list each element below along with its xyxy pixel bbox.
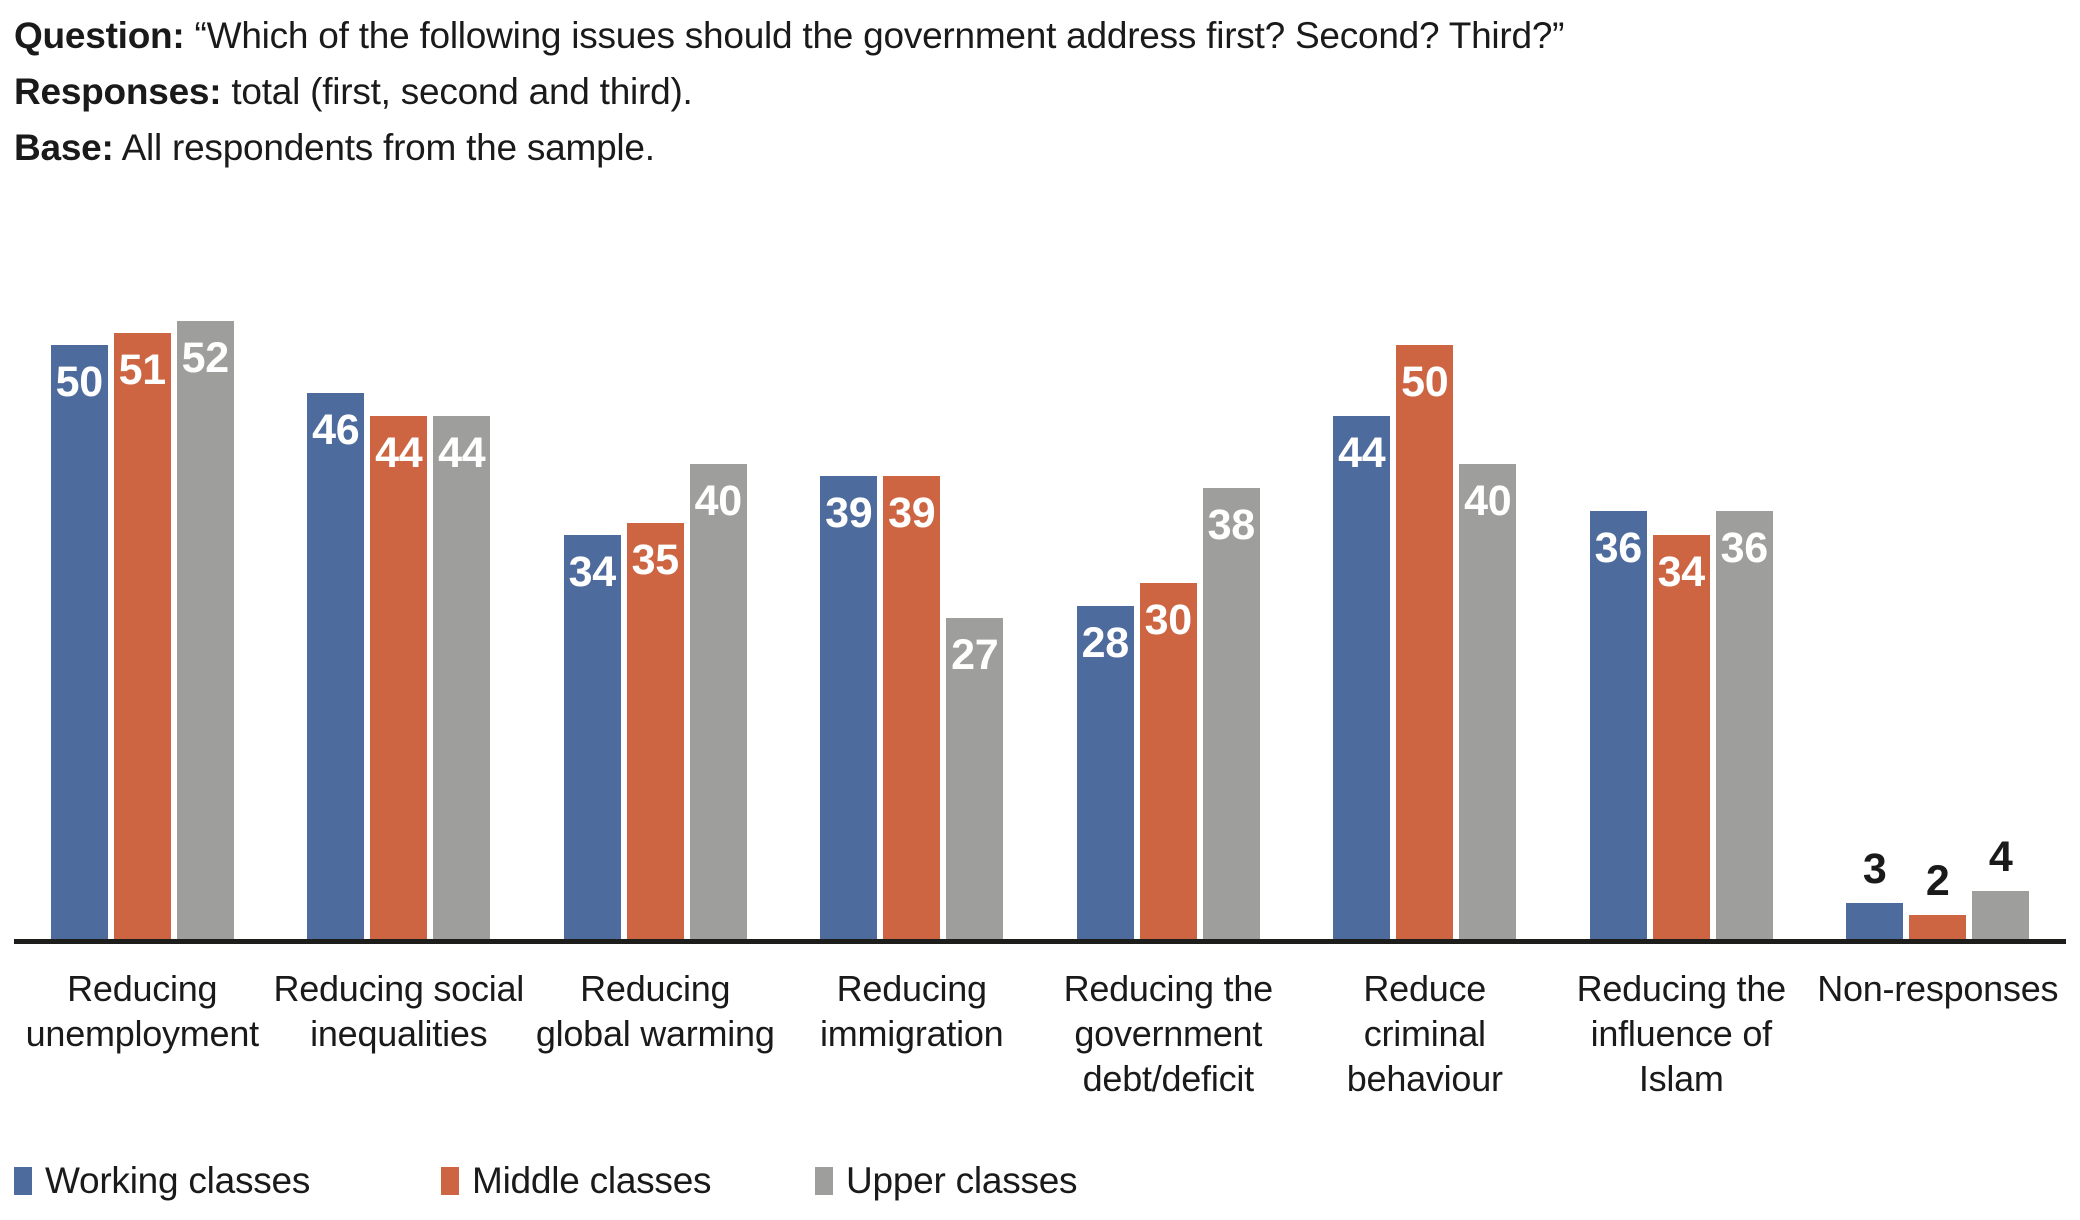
bar-middle-classes-0: 51 bbox=[113, 333, 171, 939]
value-label: 46 bbox=[312, 405, 360, 454]
bar-working-classes-1: 46 bbox=[307, 392, 365, 939]
bar-working-classes-5: 44 bbox=[1333, 416, 1391, 939]
plot-area: 50 51 52 46 44 44 34 35 40 39 39 27 28 30 38 44 50 40 36 34… bbox=[14, 0, 2066, 1220]
bar-upper-classes-2: 40 bbox=[689, 463, 747, 939]
bar-upper-classes-6: 36 bbox=[1715, 511, 1773, 939]
x-axis-label-7: Non-responses bbox=[1817, 968, 2059, 1009]
chart-header: Question: “Which of the following issues… bbox=[14, 8, 1564, 176]
bar-middle-classes-4: 30 bbox=[1139, 582, 1197, 939]
value-label: 28 bbox=[1081, 619, 1130, 668]
x-axis-label-3: Reducing immigration bbox=[820, 968, 1004, 1054]
bar-group-reducing-the-4: 28 30 38 bbox=[1040, 487, 1297, 939]
value-label: 34 bbox=[1657, 548, 1706, 597]
bar-upper-classes-7: 4 bbox=[1972, 833, 2030, 939]
value-label: 36 bbox=[1594, 524, 1643, 573]
header-responses-text: total (first, second and third). bbox=[221, 71, 693, 112]
header-line-question: Question: “Which of the following issues… bbox=[14, 8, 1564, 64]
header-line-responses: Responses: total (first, second and thir… bbox=[14, 64, 1564, 120]
bar-working-classes-3: 39 bbox=[820, 475, 878, 939]
bar-working-classes-6: 36 bbox=[1589, 511, 1647, 939]
header-question-text: “Which of the following issues should th… bbox=[184, 15, 1565, 56]
bar-upper-classes-4: 38 bbox=[1202, 487, 1260, 939]
bar-upper-classes-5: 40 bbox=[1459, 463, 1517, 939]
x-axis-label-5: Reduce criminal behaviour bbox=[1346, 968, 1503, 1099]
x-axis-line bbox=[14, 939, 2066, 944]
value-label: 4 bbox=[1988, 833, 2013, 882]
bar-upper-classes-1: 44 bbox=[433, 416, 491, 939]
x-axis-label-2: Reducing global warming bbox=[535, 968, 775, 1054]
bar-middle-classes-3: 39 bbox=[883, 475, 941, 939]
value-label: 50 bbox=[55, 358, 104, 406]
bar-middle-classes-6: 34 bbox=[1652, 535, 1710, 939]
value-label: 40 bbox=[1464, 476, 1512, 525]
header-base-text: All respondents from the sample. bbox=[113, 127, 655, 168]
value-label: 51 bbox=[118, 346, 167, 395]
value-label: 38 bbox=[1207, 500, 1256, 549]
value-label: 50 bbox=[1401, 358, 1449, 406]
value-label: 52 bbox=[181, 334, 230, 383]
value-label: 36 bbox=[1720, 524, 1769, 573]
bar-upper-classes-3: 27 bbox=[946, 618, 1004, 939]
bar-middle-classes-1: 44 bbox=[370, 416, 428, 939]
bar-group-reducing-social-1: 46 44 44 bbox=[271, 392, 528, 939]
bar-working-classes-4: 28 bbox=[1076, 606, 1134, 939]
bar-group-reduce-5: 44 50 40 bbox=[1297, 345, 1554, 939]
header-responses-label: Responses: bbox=[14, 71, 222, 112]
bar-middle-classes-7: 2 bbox=[1909, 857, 1967, 939]
x-axis-labels: Reducing unemployment Reducing social ine… bbox=[14, 966, 2066, 1101]
bar-groups: 50 51 52 46 44 44 34 35 40 39 39 27 28 30 38 44 50 40 36 34… bbox=[14, 209, 2066, 939]
bar-working-classes-0: 50 bbox=[50, 345, 108, 939]
bar-working-classes-7: 3 bbox=[1846, 845, 1904, 939]
bar-middle-classes-2: 35 bbox=[626, 523, 684, 939]
value-label: 39 bbox=[888, 488, 936, 537]
value-label: 40 bbox=[694, 476, 743, 525]
value-label: 35 bbox=[631, 536, 680, 585]
value-label: 2 bbox=[1925, 857, 1950, 906]
header-question-label: Question: bbox=[14, 15, 185, 56]
bar-working-classes-2: 34 bbox=[563, 535, 621, 939]
value-label: 44 bbox=[375, 429, 423, 478]
value-label: 44 bbox=[1338, 429, 1386, 478]
value-label: 44 bbox=[438, 429, 486, 478]
value-label: 34 bbox=[568, 548, 617, 597]
bar-group-reducing-0: 50 51 52 bbox=[14, 321, 271, 939]
value-label: 30 bbox=[1144, 595, 1193, 644]
x-axis-label-4: Reducing the government debt/deficit bbox=[1063, 968, 1274, 1099]
value-label: 27 bbox=[951, 631, 999, 680]
value-label: 39 bbox=[825, 488, 873, 537]
header-base-label: Base: bbox=[14, 127, 114, 168]
x-axis-label-0: Reducing unemployment bbox=[25, 968, 259, 1054]
value-label: 3 bbox=[1862, 845, 1887, 894]
bar-middle-classes-5: 50 bbox=[1396, 345, 1454, 939]
x-axis-label-6: Reducing the influence of Islam bbox=[1576, 968, 1787, 1099]
bar-upper-classes-0: 52 bbox=[176, 321, 234, 939]
bar-group-reducing-the-6: 36 34 36 bbox=[1553, 511, 1810, 939]
bar-group-reducing-2: 34 35 40 bbox=[527, 463, 784, 939]
header-line-base: Base: All respondents from the sample. bbox=[14, 120, 1564, 176]
bar-group-reducing-3: 39 39 27 bbox=[784, 475, 1041, 939]
x-axis-label-1: Reducing social inequalities bbox=[273, 968, 525, 1054]
